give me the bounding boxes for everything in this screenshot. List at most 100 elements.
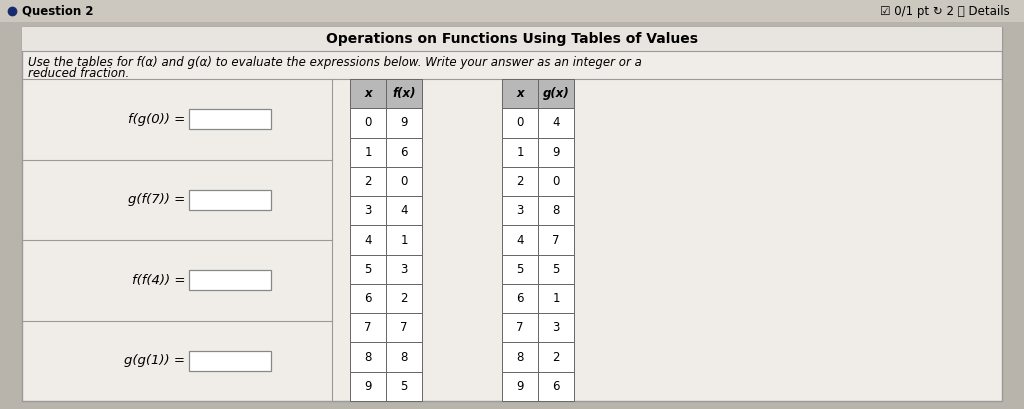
Text: x: x bbox=[365, 87, 372, 100]
FancyBboxPatch shape bbox=[502, 79, 538, 108]
Text: 1: 1 bbox=[365, 146, 372, 159]
FancyBboxPatch shape bbox=[538, 108, 574, 137]
FancyBboxPatch shape bbox=[538, 313, 574, 342]
Text: 7: 7 bbox=[552, 234, 560, 247]
Text: 4: 4 bbox=[365, 234, 372, 247]
Text: 5: 5 bbox=[400, 380, 408, 393]
Text: 9: 9 bbox=[516, 380, 523, 393]
FancyBboxPatch shape bbox=[502, 137, 538, 167]
Text: Use the tables for f(α) and g(α) to evaluate the expressions below. Write your a: Use the tables for f(α) and g(α) to eval… bbox=[28, 56, 642, 69]
FancyBboxPatch shape bbox=[538, 167, 574, 196]
FancyBboxPatch shape bbox=[350, 79, 386, 108]
FancyBboxPatch shape bbox=[350, 108, 386, 137]
FancyBboxPatch shape bbox=[189, 109, 271, 129]
FancyBboxPatch shape bbox=[386, 255, 422, 284]
Text: 1: 1 bbox=[552, 292, 560, 305]
Text: 9: 9 bbox=[400, 117, 408, 129]
Text: 2: 2 bbox=[516, 175, 523, 188]
Text: 4: 4 bbox=[516, 234, 523, 247]
Text: 0: 0 bbox=[400, 175, 408, 188]
Text: 1: 1 bbox=[400, 234, 408, 247]
Text: 4: 4 bbox=[400, 204, 408, 217]
Text: 7: 7 bbox=[516, 321, 523, 334]
FancyBboxPatch shape bbox=[502, 167, 538, 196]
Text: g(x): g(x) bbox=[543, 87, 569, 100]
Text: 3: 3 bbox=[365, 204, 372, 217]
Text: 2: 2 bbox=[552, 351, 560, 364]
FancyBboxPatch shape bbox=[350, 342, 386, 372]
Text: 6: 6 bbox=[516, 292, 523, 305]
Text: 0: 0 bbox=[516, 117, 523, 129]
Text: 8: 8 bbox=[365, 351, 372, 364]
FancyBboxPatch shape bbox=[350, 255, 386, 284]
FancyBboxPatch shape bbox=[502, 372, 538, 401]
FancyBboxPatch shape bbox=[386, 313, 422, 342]
FancyBboxPatch shape bbox=[22, 27, 1002, 51]
Text: 8: 8 bbox=[400, 351, 408, 364]
Text: 3: 3 bbox=[552, 321, 560, 334]
Text: 5: 5 bbox=[365, 263, 372, 276]
FancyBboxPatch shape bbox=[538, 79, 574, 108]
FancyBboxPatch shape bbox=[350, 225, 386, 255]
FancyBboxPatch shape bbox=[538, 196, 574, 225]
Text: 6: 6 bbox=[365, 292, 372, 305]
Text: 8: 8 bbox=[552, 204, 560, 217]
Text: 2: 2 bbox=[400, 292, 408, 305]
Text: 9: 9 bbox=[552, 146, 560, 159]
FancyBboxPatch shape bbox=[502, 255, 538, 284]
FancyBboxPatch shape bbox=[538, 137, 574, 167]
Text: x: x bbox=[516, 87, 524, 100]
FancyBboxPatch shape bbox=[189, 190, 271, 210]
FancyBboxPatch shape bbox=[502, 342, 538, 372]
FancyBboxPatch shape bbox=[538, 225, 574, 255]
FancyBboxPatch shape bbox=[502, 225, 538, 255]
Text: 5: 5 bbox=[516, 263, 523, 276]
Text: 0: 0 bbox=[365, 117, 372, 129]
Text: reduced fraction.: reduced fraction. bbox=[28, 67, 129, 80]
Text: ☑ 0/1 pt ↻ 2 ⓘ Details: ☑ 0/1 pt ↻ 2 ⓘ Details bbox=[881, 4, 1010, 18]
Text: 8: 8 bbox=[516, 351, 523, 364]
FancyBboxPatch shape bbox=[386, 167, 422, 196]
Text: f(x): f(x) bbox=[392, 87, 416, 100]
Text: 7: 7 bbox=[365, 321, 372, 334]
FancyBboxPatch shape bbox=[538, 342, 574, 372]
FancyBboxPatch shape bbox=[0, 0, 1024, 22]
FancyBboxPatch shape bbox=[502, 196, 538, 225]
Text: 9: 9 bbox=[365, 380, 372, 393]
FancyBboxPatch shape bbox=[350, 313, 386, 342]
Text: f(g(0)) =: f(g(0)) = bbox=[128, 113, 185, 126]
FancyBboxPatch shape bbox=[386, 372, 422, 401]
Text: g(f(7)) =: g(f(7)) = bbox=[128, 193, 185, 206]
FancyBboxPatch shape bbox=[350, 196, 386, 225]
Text: 7: 7 bbox=[400, 321, 408, 334]
Text: 4: 4 bbox=[552, 117, 560, 129]
FancyBboxPatch shape bbox=[386, 284, 422, 313]
FancyBboxPatch shape bbox=[502, 313, 538, 342]
FancyBboxPatch shape bbox=[386, 225, 422, 255]
Text: 0: 0 bbox=[552, 175, 560, 188]
FancyBboxPatch shape bbox=[386, 342, 422, 372]
FancyBboxPatch shape bbox=[350, 137, 386, 167]
Text: Operations on Functions Using Tables of Values: Operations on Functions Using Tables of … bbox=[326, 32, 698, 46]
FancyBboxPatch shape bbox=[502, 284, 538, 313]
FancyBboxPatch shape bbox=[538, 284, 574, 313]
FancyBboxPatch shape bbox=[386, 108, 422, 137]
FancyBboxPatch shape bbox=[538, 255, 574, 284]
FancyBboxPatch shape bbox=[22, 27, 1002, 401]
FancyBboxPatch shape bbox=[189, 351, 271, 371]
Text: f(f(4)) =: f(f(4)) = bbox=[131, 274, 185, 287]
FancyBboxPatch shape bbox=[538, 372, 574, 401]
Text: g(g(1)) =: g(g(1)) = bbox=[124, 354, 185, 367]
FancyBboxPatch shape bbox=[502, 108, 538, 137]
FancyBboxPatch shape bbox=[350, 167, 386, 196]
Text: 5: 5 bbox=[552, 263, 560, 276]
Text: 1: 1 bbox=[516, 146, 523, 159]
FancyBboxPatch shape bbox=[350, 284, 386, 313]
Text: Question 2: Question 2 bbox=[22, 4, 93, 18]
Text: 2: 2 bbox=[365, 175, 372, 188]
Text: 6: 6 bbox=[552, 380, 560, 393]
FancyBboxPatch shape bbox=[189, 270, 271, 290]
FancyBboxPatch shape bbox=[386, 196, 422, 225]
FancyBboxPatch shape bbox=[350, 372, 386, 401]
Text: 3: 3 bbox=[516, 204, 523, 217]
